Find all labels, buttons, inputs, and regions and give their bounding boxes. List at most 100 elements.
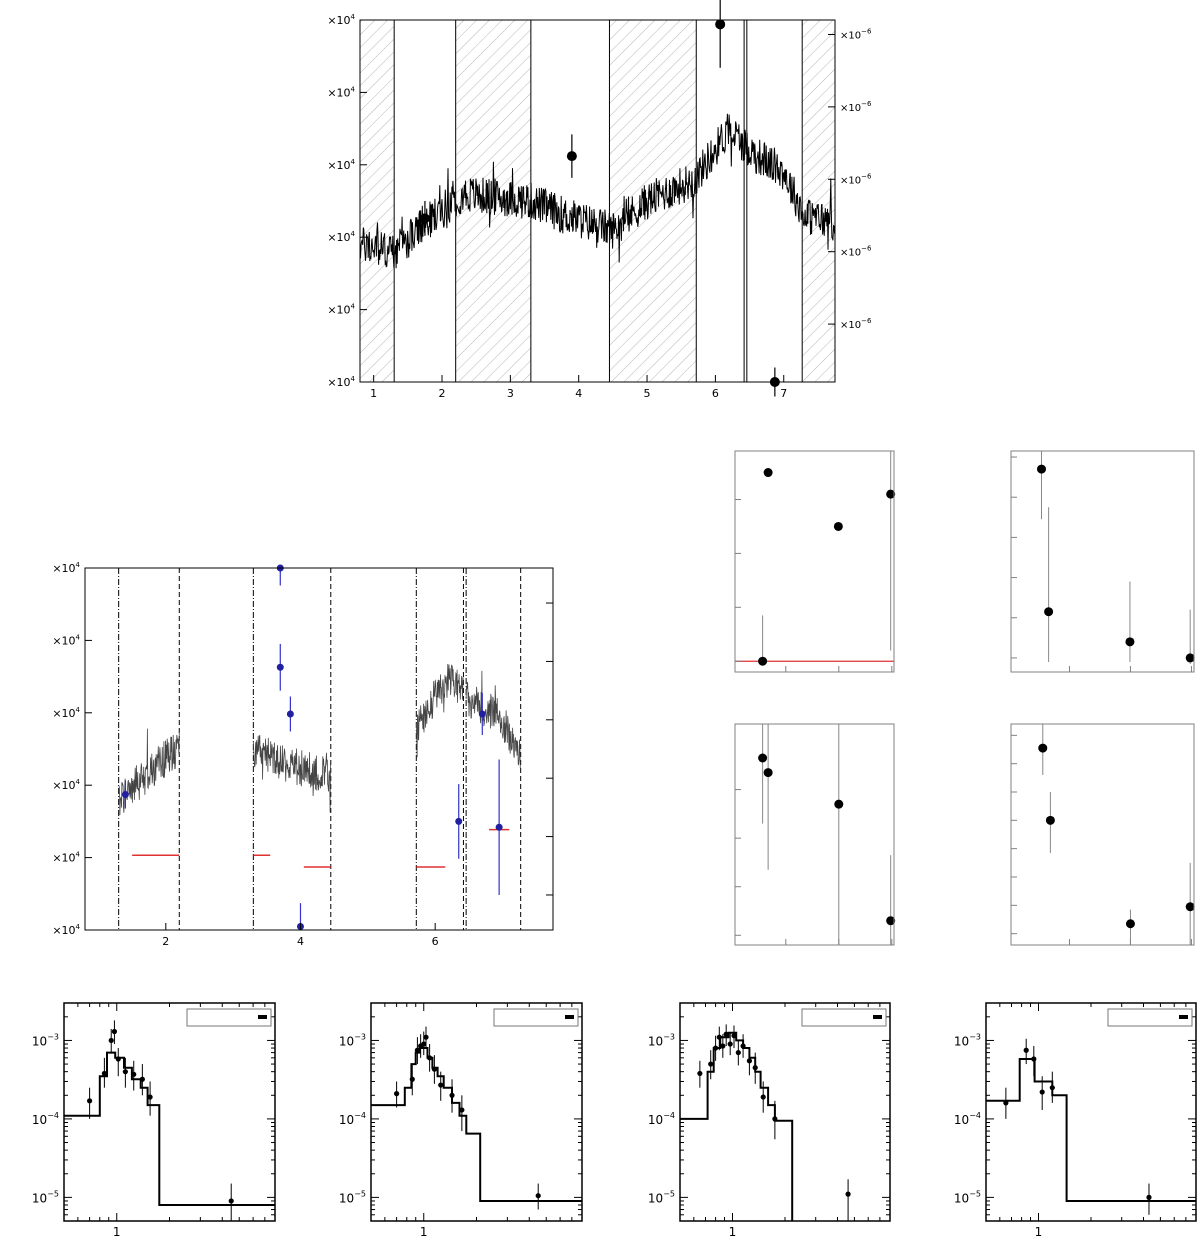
y-tick-label: 10−5 — [339, 1189, 366, 1205]
spectrum-point — [449, 1092, 455, 1098]
corot-light-curve — [360, 113, 835, 269]
y-tick-exp-power: 4 — [76, 633, 81, 641]
q10-point — [286, 710, 294, 718]
y-tick-label: ×104 — [52, 561, 80, 575]
x-tick-label: 1 — [1035, 1225, 1043, 1239]
spectrum-point — [735, 1049, 741, 1056]
y2-tick-label: ×10−6 — [840, 245, 872, 259]
y-tick-base: 10 — [954, 1113, 969, 1127]
spectrum-point — [772, 1116, 778, 1122]
data-point — [763, 768, 773, 778]
y-tick-label: 10−3 — [648, 1032, 675, 1048]
data-point — [758, 656, 768, 666]
spectrum-point — [752, 1065, 758, 1071]
spectrum-point — [394, 1091, 400, 1097]
spectrum-point — [731, 1033, 737, 1039]
xray-flux-point — [715, 19, 726, 30]
y2-tick-exp-power: −6 — [861, 317, 872, 325]
spectrum-point — [712, 1045, 719, 1051]
spec4-chart: 10−310−410−51 — [954, 1002, 1197, 1239]
corot-light-curve-segment — [118, 728, 180, 816]
y-tick-label: ×104 — [52, 923, 80, 937]
spectrum-point — [1031, 1056, 1037, 1062]
y2-tick-exp-power: −6 — [861, 245, 872, 253]
y-tick-exp: −4 — [969, 1111, 981, 1120]
gap-hatch-1 — [360, 20, 395, 382]
y-tick-exp-power: 4 — [76, 923, 81, 931]
y-tick-exp: ×10 — [52, 634, 75, 647]
plot-frame — [359, 19, 836, 383]
y-tick-base: 10 — [339, 1191, 354, 1205]
y2-tick-label: ×10−6 — [840, 172, 872, 186]
y-tick-base: 10 — [339, 1034, 354, 1048]
y-tick-exp: ×10 — [327, 231, 350, 244]
x-tick-label: 6 — [712, 387, 719, 400]
e25-chart — [1010, 723, 1195, 946]
spectrum-point — [101, 1070, 107, 1077]
spectrum-point — [139, 1076, 145, 1082]
y-tick-base: 10 — [648, 1113, 663, 1127]
y-tick-base: 10 — [954, 1034, 969, 1048]
y-tick-exp-power: 4 — [76, 778, 81, 786]
data-point — [886, 916, 896, 926]
y-tick-label: ×104 — [52, 706, 80, 720]
y-tick-exp: ×10 — [52, 852, 75, 865]
plot-frame — [679, 1002, 891, 1222]
q10-point — [478, 710, 486, 718]
model-step-line — [64, 1051, 275, 1206]
y-tick-base: 10 — [954, 1191, 969, 1205]
y-tick-label: 10−4 — [339, 1111, 366, 1127]
y-tick-exp: ×10 — [327, 159, 350, 172]
y-tick-exp-power: 4 — [351, 13, 356, 21]
x-tick-label: 7 — [780, 387, 787, 400]
y-tick-label: ×104 — [327, 230, 355, 244]
spectrum-point — [87, 1098, 93, 1104]
spectrum-point — [845, 1191, 851, 1197]
y-tick-exp-power: 4 — [351, 85, 356, 93]
y-tick-exp: ×10 — [52, 779, 75, 792]
spectrum-point — [459, 1107, 465, 1113]
y-tick-exp: −5 — [47, 1189, 59, 1198]
spec1-chart: 10−310−410−51 — [32, 1002, 276, 1239]
corot-light-curve-segment — [415, 663, 464, 758]
model-step-line — [986, 1058, 1196, 1202]
y2-tick-exp: ×10 — [840, 248, 861, 259]
y-tick-label: ×104 — [327, 375, 355, 389]
y-tick-base: 10 — [648, 1191, 663, 1205]
data-point — [1185, 902, 1195, 912]
data-point — [758, 753, 768, 763]
x-tick-label: 1 — [729, 1225, 737, 1239]
data-point — [833, 521, 843, 531]
y-tick-label: 10−3 — [339, 1032, 366, 1048]
y-tick-label: ×104 — [327, 13, 355, 27]
y2-tick-exp: ×10 — [840, 320, 861, 331]
y-tick-base: 10 — [339, 1113, 354, 1127]
spec3-chart: 10−310−410−51 — [648, 1002, 891, 1239]
x-tick-label: 4 — [575, 387, 582, 400]
plot-frame — [734, 723, 895, 946]
data-point — [1125, 919, 1135, 929]
legend-box — [1107, 1008, 1193, 1027]
x-tick-label: 1 — [113, 1225, 121, 1239]
y-tick-exp: ×10 — [52, 562, 75, 575]
gap-hatch-4 — [802, 20, 835, 382]
y-tick-exp: −3 — [663, 1032, 675, 1041]
x-tick-label: 1 — [420, 1225, 428, 1239]
spectrum-point — [740, 1043, 746, 1049]
y-tick-label: 10−4 — [954, 1111, 981, 1127]
y2-tick-label: ×10−6 — [840, 100, 872, 114]
q10-point — [455, 817, 463, 825]
y-tick-exp-power: 4 — [351, 375, 356, 383]
plot-frame — [63, 1002, 276, 1222]
y-tick-exp: ×10 — [52, 707, 75, 720]
x-tick-label: 5 — [644, 387, 651, 400]
y-tick-exp: −3 — [969, 1032, 981, 1041]
y-tick-exp: −4 — [663, 1111, 675, 1120]
y2-tick-label: ×10−6 — [840, 317, 872, 331]
spectrum-point — [409, 1076, 415, 1082]
data-point — [1045, 815, 1055, 825]
spectrum-point — [720, 1043, 726, 1049]
spectrum-point — [115, 1056, 121, 1062]
y2-tick-exp-power: −6 — [861, 172, 872, 180]
y-tick-label: ×104 — [327, 85, 355, 99]
